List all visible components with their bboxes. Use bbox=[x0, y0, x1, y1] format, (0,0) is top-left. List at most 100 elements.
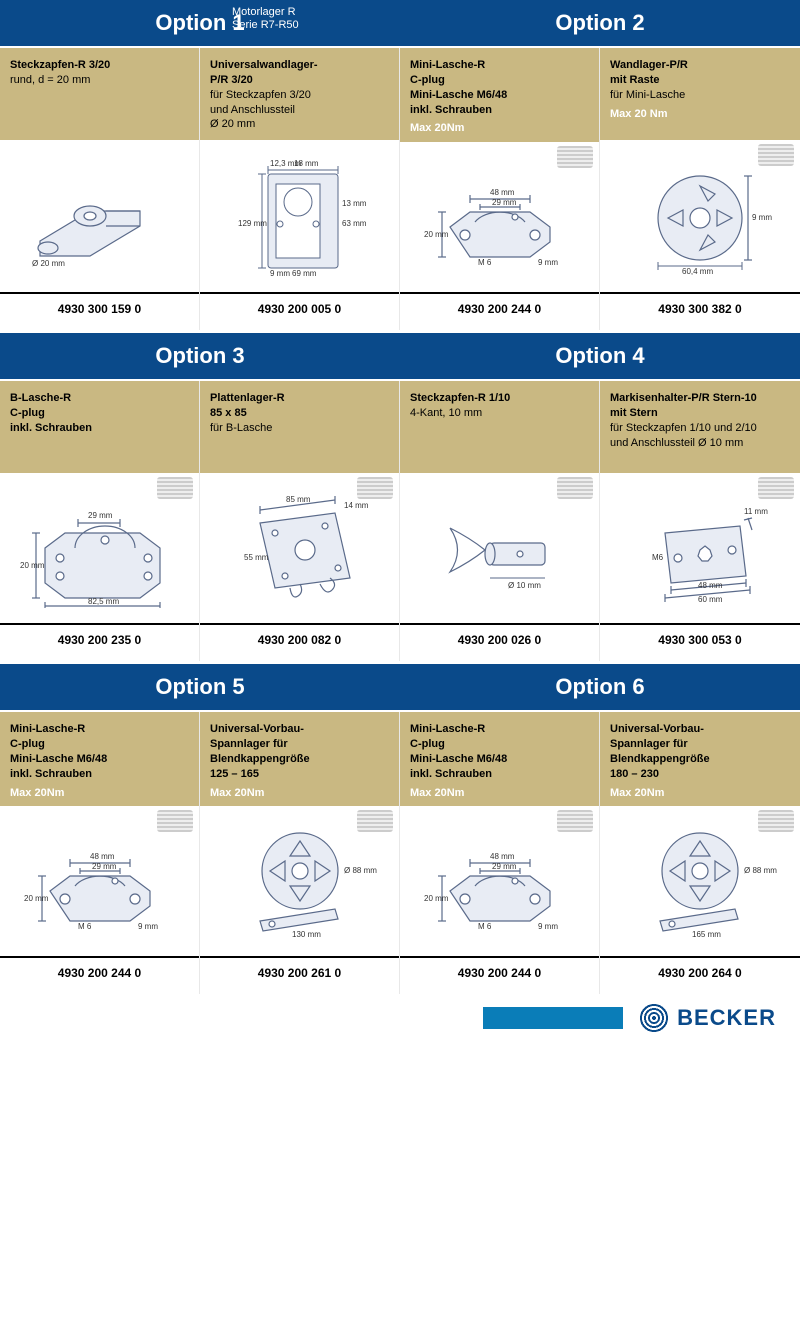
technical-drawing: 18 mm12,3 mm 129 mm69 mm 9 mm63 mm13 mm bbox=[220, 156, 380, 276]
thumbnail-icon bbox=[357, 477, 393, 499]
part-number: 4930 300 382 0 bbox=[600, 292, 800, 330]
desc-line: inkl. Schrauben bbox=[10, 767, 189, 782]
option-title: Option 5 bbox=[0, 664, 400, 710]
desc-line: B-Lasche-R bbox=[10, 391, 189, 406]
technical-drawing: 85 mm14 mm55 mm bbox=[220, 488, 380, 608]
part-number: 4930 200 244 0 bbox=[0, 956, 199, 994]
part-number: 4930 300 159 0 bbox=[0, 292, 199, 330]
product-description: Mini-Lasche-RC-plugMini-Lasche M6/48inkl… bbox=[0, 712, 199, 806]
thumbnail-icon bbox=[758, 477, 794, 499]
product-diagram: Ø 88 mm130 mm bbox=[200, 806, 399, 956]
desc-line: Mini-Lasche-R bbox=[410, 58, 589, 73]
svg-text:9 mm: 9 mm bbox=[538, 922, 558, 931]
svg-text:60 mm: 60 mm bbox=[698, 595, 723, 604]
product-card: Mini-Lasche-RC-plugMini-Lasche M6/48inkl… bbox=[0, 712, 200, 994]
svg-text:48 mm: 48 mm bbox=[490, 852, 515, 861]
desc-line: für Steckzapfen 1/10 und 2/10 bbox=[610, 421, 790, 436]
torque-note: Max 20Nm bbox=[610, 786, 790, 801]
desc-line: Mini-Lasche M6/48 bbox=[10, 752, 189, 767]
desc-line: Steckzapfen-R 3/20 bbox=[10, 58, 189, 73]
desc-line: C-plug bbox=[410, 737, 589, 752]
footer: BECKER bbox=[0, 994, 800, 1042]
part-number: 4930 200 261 0 bbox=[200, 956, 399, 994]
product-card: Steckzapfen-R 3/20rund, d = 20 mm Ø 20 m… bbox=[0, 48, 200, 330]
svg-text:165 mm: 165 mm bbox=[692, 930, 721, 939]
desc-line: 180 – 230 bbox=[610, 767, 790, 782]
svg-text:48 mm: 48 mm bbox=[490, 188, 515, 197]
desc-line: Spannlager für bbox=[210, 737, 389, 752]
part-number: 4930 200 244 0 bbox=[400, 956, 599, 994]
svg-text:11 mm: 11 mm bbox=[744, 507, 768, 516]
svg-text:48 mm: 48 mm bbox=[90, 852, 115, 861]
product-description: B-Lasche-RC-pluginkl. Schrauben bbox=[0, 381, 199, 473]
product-card: Mini-Lasche-RC-plugMini-Lasche M6/48inkl… bbox=[400, 712, 600, 994]
svg-text:M6: M6 bbox=[652, 553, 664, 562]
part-number: 4930 200 005 0 bbox=[200, 292, 399, 330]
part-number: 4930 200 235 0 bbox=[0, 623, 199, 661]
option-title: Option 3 bbox=[0, 333, 400, 379]
thumbnail-icon bbox=[157, 810, 193, 832]
product-row: B-Lasche-RC-pluginkl. Schrauben 29 mm20 … bbox=[0, 381, 800, 661]
desc-line: Wandlager-P/R bbox=[610, 58, 790, 73]
product-row: Steckzapfen-R 3/20rund, d = 20 mm Ø 20 m… bbox=[0, 48, 800, 330]
svg-text:60,4 mm: 60,4 mm bbox=[682, 267, 713, 276]
desc-line: mit Stern bbox=[610, 406, 790, 421]
desc-line: C-plug bbox=[410, 73, 589, 88]
desc-line: für Steckzapfen 3/20 bbox=[210, 88, 389, 103]
product-description: Universal-Vorbau-Spannlager fürBlendkapp… bbox=[600, 712, 800, 806]
desc-line: und Anschlussteil bbox=[210, 103, 389, 118]
thumbnail-icon bbox=[557, 810, 593, 832]
product-card: Universal-Vorbau-Spannlager fürBlendkapp… bbox=[600, 712, 800, 994]
desc-line: Spannlager für bbox=[610, 737, 790, 752]
product-description: Mini-Lasche-RC-plugMini-Lasche M6/48inkl… bbox=[400, 48, 599, 142]
product-description: Universalwandlager-P/R 3/20für Steckzapf… bbox=[200, 48, 399, 140]
svg-text:69 mm: 69 mm bbox=[292, 269, 317, 276]
thumbnail-icon bbox=[557, 146, 593, 168]
technical-drawing: 9 mm60,4 mm bbox=[620, 156, 780, 276]
thumbnail-icon bbox=[758, 810, 794, 832]
desc-line: Mini-Lasche-R bbox=[10, 722, 189, 737]
product-diagram: 11 mmM6 48 mm60 mm bbox=[600, 473, 800, 623]
product-diagram: 48 mm29 mm 20 mmM 69 mm bbox=[400, 142, 599, 292]
product-description: Universal-Vorbau-Spannlager fürBlendkapp… bbox=[200, 712, 399, 806]
product-description: Plattenlager-R85 x 85für B-Lasche bbox=[200, 381, 399, 473]
svg-text:9 mm: 9 mm bbox=[138, 922, 158, 931]
svg-text:29 mm: 29 mm bbox=[492, 862, 517, 871]
product-diagram: Ø 10 mm bbox=[400, 473, 599, 623]
svg-text:Ø 20 mm: Ø 20 mm bbox=[32, 259, 65, 268]
technical-drawing: Ø 88 mm130 mm bbox=[220, 821, 380, 941]
desc-line: inkl. Schrauben bbox=[410, 767, 589, 782]
desc-line: Mini-Lasche M6/48 bbox=[410, 88, 589, 103]
product-diagram: 18 mm12,3 mm 129 mm69 mm 9 mm63 mm13 mm bbox=[200, 140, 399, 292]
product-card: Plattenlager-R85 x 85für B-Lasche 85 mm1… bbox=[200, 381, 400, 661]
svg-text:29 mm: 29 mm bbox=[492, 198, 517, 207]
technical-drawing: 48 mm29 mm 20 mmM 69 mm bbox=[420, 821, 580, 941]
product-description: Steckzapfen-R 1/104-Kant, 10 mm bbox=[400, 381, 599, 473]
svg-text:129 mm: 129 mm bbox=[238, 219, 267, 228]
product-diagram: 85 mm14 mm55 mm bbox=[200, 473, 399, 623]
thumbnail-icon bbox=[157, 477, 193, 499]
svg-text:20 mm: 20 mm bbox=[24, 894, 49, 903]
technical-drawing: 11 mmM6 48 mm60 mm bbox=[620, 488, 780, 608]
desc-line: Universalwandlager- bbox=[210, 58, 389, 73]
svg-text:20 mm: 20 mm bbox=[424, 230, 449, 239]
svg-text:29 mm: 29 mm bbox=[88, 511, 113, 520]
part-number: 4930 300 053 0 bbox=[600, 623, 800, 661]
desc-line: Mini-Lasche M6/48 bbox=[410, 752, 589, 767]
product-diagram: 9 mm60,4 mm bbox=[600, 140, 800, 292]
svg-text:M 6: M 6 bbox=[478, 922, 492, 931]
page-subtitle: Motorlager RSerie R7-R50 bbox=[232, 6, 299, 32]
product-diagram: 29 mm20 mm82,5 mm bbox=[0, 473, 199, 623]
svg-text:Ø 88 mm: Ø 88 mm bbox=[744, 866, 777, 875]
desc-line: für Mini-Lasche bbox=[610, 88, 790, 103]
torque-note: Max 20Nm bbox=[410, 121, 589, 136]
desc-line: inkl. Schrauben bbox=[10, 421, 189, 436]
product-card: Universal-Vorbau-Spannlager fürBlendkapp… bbox=[200, 712, 400, 994]
product-description: Wandlager-P/Rmit Rastefür Mini-LascheMax… bbox=[600, 48, 800, 140]
product-card: B-Lasche-RC-pluginkl. Schrauben 29 mm20 … bbox=[0, 381, 200, 661]
svg-text:12,3 mm: 12,3 mm bbox=[270, 159, 301, 168]
svg-text:9 mm: 9 mm bbox=[538, 258, 558, 267]
desc-line: 85 x 85 bbox=[210, 406, 389, 421]
part-number: 4930 200 082 0 bbox=[200, 623, 399, 661]
svg-text:55 mm: 55 mm bbox=[244, 553, 269, 562]
